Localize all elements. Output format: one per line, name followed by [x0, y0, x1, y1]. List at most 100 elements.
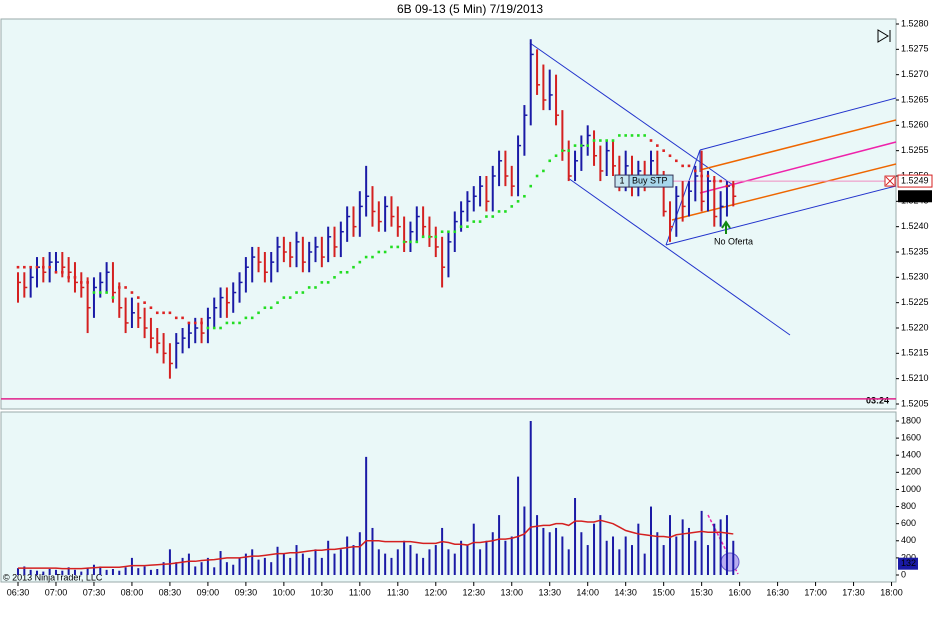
trail-dot [219, 326, 222, 330]
pitchfork-line [699, 119, 897, 171]
x-tick-label: 10:30 [311, 587, 334, 597]
trail-dot [687, 164, 691, 168]
trail-dot [136, 296, 140, 299]
trail-dot [98, 291, 102, 294]
trail-dot [694, 169, 697, 173]
trail-dot [282, 296, 286, 299]
annotation-circle [720, 552, 740, 572]
trail-dot [301, 291, 305, 294]
annotation: No Oferta [714, 236, 753, 246]
trail-dot [61, 270, 64, 274]
trail-dot [681, 164, 684, 168]
trail-dot [42, 265, 45, 269]
trail-dot [662, 149, 665, 152]
trail-dot [643, 134, 646, 137]
y-tick-label: 1600 [901, 432, 921, 442]
y-tick-label: 1200 [901, 467, 921, 477]
trail-dot [396, 245, 400, 249]
trail-dot [409, 240, 412, 244]
trail-dot [580, 144, 583, 147]
x-tick-label: 12:00 [425, 587, 448, 597]
trail-dot [592, 139, 596, 142]
x-tick-label: 10:00 [273, 587, 296, 597]
pitchfork-line [665, 185, 897, 246]
trail-dot [415, 240, 419, 244]
channel-line [529, 42, 734, 186]
x-tick-label: 06:30 [7, 587, 30, 597]
x-tick-label: 12:30 [462, 587, 485, 597]
trail-dot [731, 184, 735, 188]
x-tick-label: 14:30 [614, 587, 637, 597]
y-tick-label: 600 [901, 518, 916, 528]
x-tick-label: 08:00 [121, 587, 144, 597]
copyright: © 2013 NinjaTrader, LLC [3, 572, 103, 582]
trail-dot [421, 235, 425, 239]
trail-dot [231, 321, 235, 325]
trail-dot [263, 306, 267, 310]
trail-dot [497, 210, 501, 213]
scroll-icon[interactable] [877, 29, 891, 43]
trail-dot [73, 276, 77, 279]
trail-dot [713, 179, 716, 183]
trail-dot [48, 265, 51, 269]
trail-dot [257, 311, 260, 315]
y-tick-label: 1.5240 [901, 221, 929, 231]
trail-dot [573, 144, 577, 147]
order-qty: 1 [619, 175, 624, 185]
trail-dot [504, 210, 507, 213]
trail-dot [149, 306, 153, 310]
trail-dot [181, 316, 184, 320]
x-tick-label: 07:30 [83, 587, 106, 597]
pitchfork-line [699, 97, 897, 151]
trail-dot [130, 291, 134, 294]
order-cancel-x [885, 176, 895, 186]
trail-dot [117, 286, 121, 289]
trail-dot [193, 321, 197, 325]
last-volume: 132 [901, 558, 916, 568]
y-tick-label: 1000 [901, 484, 921, 494]
trail-dot [345, 270, 349, 274]
trail-dot [276, 301, 279, 304]
trail-dot [111, 296, 115, 299]
x-tick-label: 17:00 [804, 587, 827, 597]
trail-dot [250, 316, 254, 320]
trail-dot [637, 134, 640, 137]
trail-dot [358, 260, 362, 264]
x-tick-label: 15:30 [690, 587, 713, 597]
y-tick-label: 800 [901, 501, 916, 511]
trail-dot [16, 265, 20, 269]
y-tick-label: 1.5275 [901, 44, 929, 54]
x-tick-label: 13:00 [500, 587, 523, 597]
y-tick-label: 1.5270 [901, 69, 929, 79]
x-tick-label: 18:00 [880, 587, 903, 597]
x-tick-label: 17:30 [842, 587, 865, 597]
trail-dot [605, 139, 608, 142]
trail-dot [542, 169, 545, 173]
trail-dot [668, 154, 672, 158]
trail-dot [269, 306, 273, 310]
trail-dot [656, 144, 659, 147]
trail-dot [105, 291, 108, 294]
trail-dot [466, 225, 469, 228]
y-tick-label: 1400 [901, 450, 921, 460]
order-box [628, 174, 674, 188]
x-tick-label: 16:00 [728, 587, 751, 597]
trail-dot [92, 291, 96, 294]
trail-dot [428, 235, 431, 239]
trail-dot [200, 321, 203, 325]
y-tick-label: 200 [901, 552, 916, 562]
trail-dot [478, 220, 482, 223]
trail-dot [352, 265, 355, 269]
trail-dot [307, 286, 311, 289]
x-tick-label: 09:30 [235, 587, 258, 597]
trail-dot [295, 291, 298, 294]
trail-dot [333, 276, 336, 279]
trail-dot [339, 270, 343, 274]
trail-dot [485, 215, 488, 218]
trail-dot [238, 321, 241, 325]
y-tick-label: 1.5235 [901, 246, 929, 256]
y-tick-label: 0 [901, 569, 906, 579]
trail-dot [459, 225, 463, 228]
trail-dot [377, 250, 381, 254]
trail-dot [700, 174, 703, 178]
